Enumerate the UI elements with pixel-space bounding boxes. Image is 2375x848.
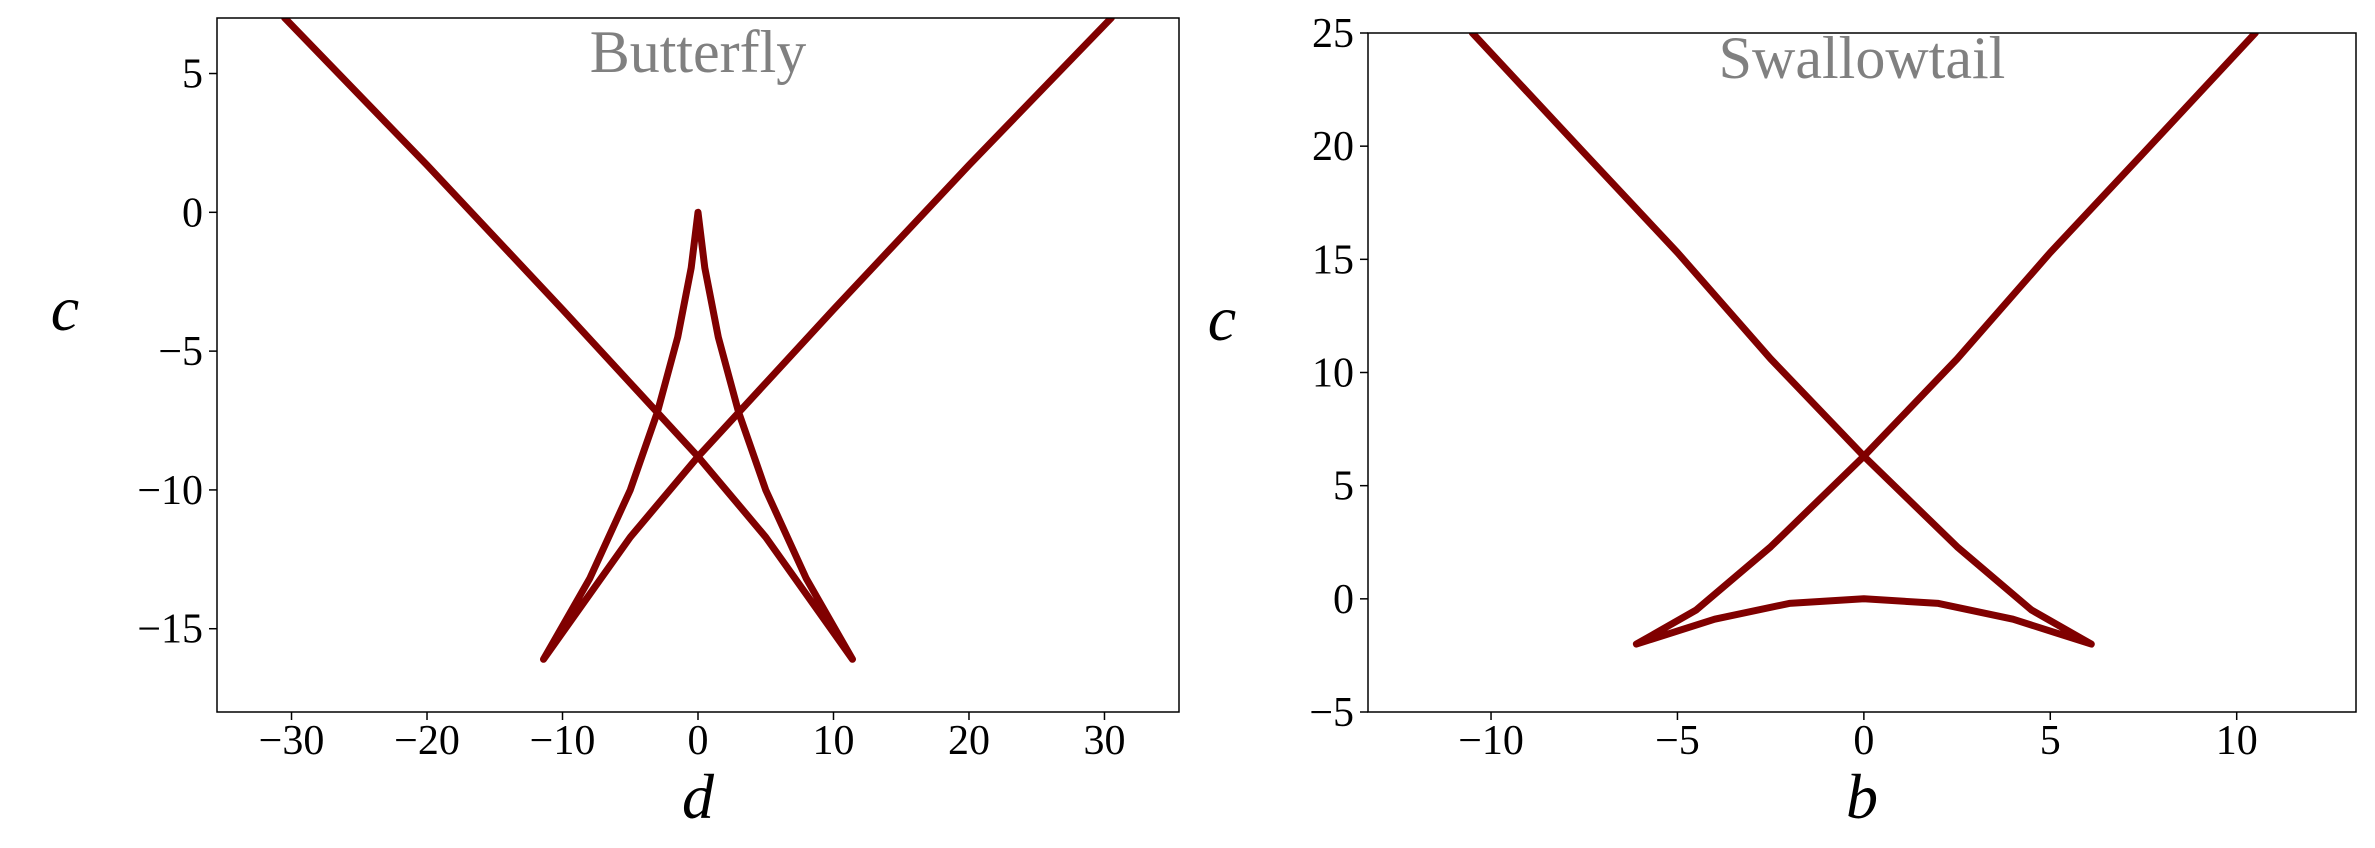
y-tick-label: 20 — [1312, 124, 1354, 170]
chart-title: Swallowtail — [1719, 25, 2006, 91]
y-tick-label: 25 — [1312, 11, 1354, 57]
x-tick-label: −30 — [259, 718, 325, 764]
y-tick-label: 15 — [1312, 237, 1354, 283]
x-tick-label: 10 — [2216, 718, 2258, 764]
x-tick-label: 5 — [2040, 718, 2061, 764]
y-tick-label: −5 — [158, 329, 203, 375]
x-tick-label: 30 — [1083, 718, 1125, 764]
axes-frame — [216, 17, 1180, 713]
x-axis-label: d — [682, 761, 715, 832]
curve — [281, 18, 1115, 663]
y-tick-label: −10 — [137, 468, 203, 514]
x-tick-label: −20 — [394, 718, 460, 764]
plot-area — [1468, 33, 2259, 648]
y-tick-label: 5 — [1333, 464, 1354, 510]
y-tick-label: 5 — [182, 52, 203, 98]
axes-frame — [1367, 32, 2357, 713]
x-tick-label: 20 — [948, 718, 990, 764]
x-tick-label: 0 — [688, 718, 709, 764]
curve — [1468, 33, 2259, 648]
plot-area — [281, 18, 1115, 663]
y-tick-label: 0 — [1333, 577, 1354, 623]
x-tick-label: 10 — [812, 718, 854, 764]
y-axis-label: c — [51, 273, 79, 344]
chart-title: Butterfly — [590, 19, 807, 85]
x-tick-label: 0 — [1853, 718, 1874, 764]
x-tick-label: −5 — [1655, 718, 1700, 764]
y-tick-label: 0 — [182, 190, 203, 236]
y-axis-label: c — [1208, 283, 1236, 354]
x-tick-label: −10 — [530, 718, 596, 764]
y-tick-label: 10 — [1312, 351, 1354, 397]
y-tick-label: −5 — [1309, 690, 1354, 736]
y-tick-label: −15 — [137, 607, 203, 653]
x-tick-label: −10 — [1458, 718, 1524, 764]
x-axis-label: b — [1846, 761, 1878, 832]
